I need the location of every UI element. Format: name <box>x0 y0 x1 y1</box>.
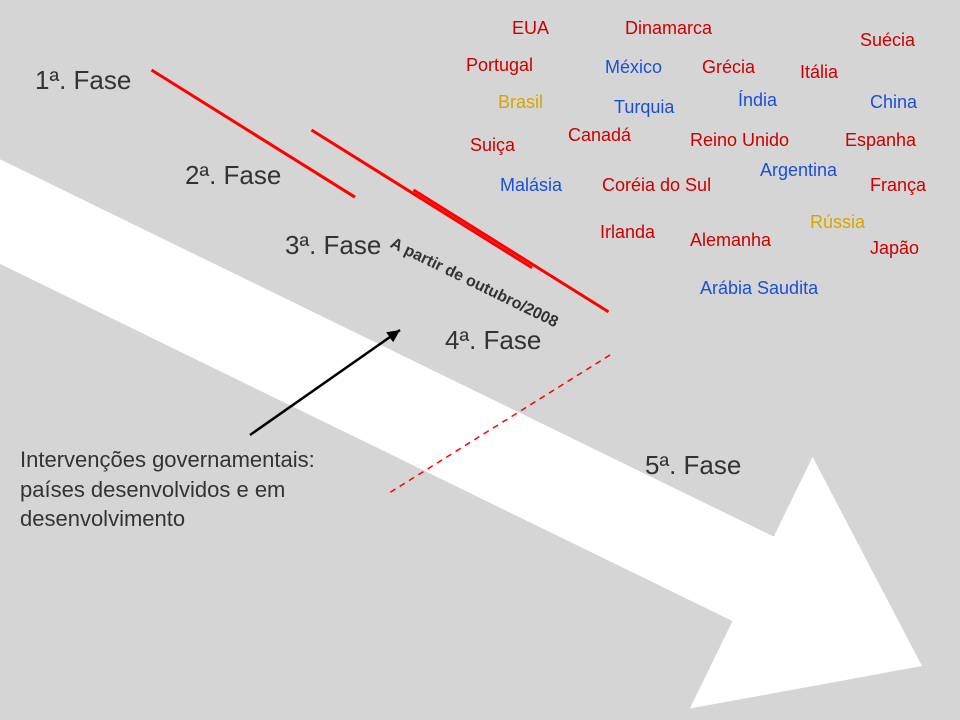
bottom-note: Intervenções governamentais:países desen… <box>20 445 315 534</box>
note-line: Intervenções governamentais: <box>20 445 315 475</box>
note-line: países desenvolvidos e em <box>20 475 315 505</box>
annotation-arrow <box>0 0 960 720</box>
note-line: desenvolvimento <box>20 504 315 534</box>
